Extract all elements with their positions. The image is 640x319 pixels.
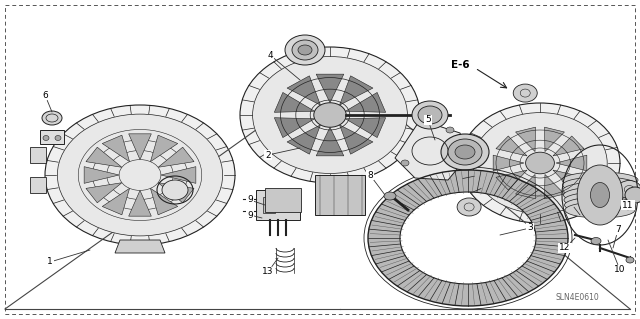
Ellipse shape	[563, 177, 637, 193]
Polygon shape	[340, 76, 373, 105]
Text: 5: 5	[425, 115, 435, 140]
Polygon shape	[86, 147, 122, 167]
Polygon shape	[129, 190, 151, 216]
Bar	[265, 188, 301, 212]
Polygon shape	[275, 118, 315, 137]
Ellipse shape	[626, 257, 634, 263]
Ellipse shape	[45, 105, 235, 245]
Text: 9: 9	[247, 196, 265, 205]
Text: SLN4E0610: SLN4E0610	[555, 293, 599, 302]
Ellipse shape	[577, 165, 623, 225]
Ellipse shape	[58, 114, 223, 236]
Polygon shape	[545, 127, 564, 152]
Polygon shape	[516, 174, 536, 199]
Ellipse shape	[253, 56, 408, 174]
Ellipse shape	[412, 101, 448, 129]
Bar	[315, 175, 365, 215]
Ellipse shape	[525, 152, 554, 174]
Bar	[30, 147, 46, 163]
Ellipse shape	[565, 202, 635, 218]
Polygon shape	[275, 93, 315, 112]
Polygon shape	[346, 93, 386, 112]
Text: E-6: E-6	[451, 60, 469, 70]
Polygon shape	[150, 135, 178, 162]
Ellipse shape	[513, 84, 537, 102]
Text: 12: 12	[559, 238, 575, 253]
Polygon shape	[84, 167, 119, 183]
Text: 1: 1	[47, 250, 90, 266]
Text: 2: 2	[265, 148, 300, 160]
Bar	[263, 197, 275, 213]
Polygon shape	[129, 134, 151, 160]
Ellipse shape	[564, 197, 636, 213]
Ellipse shape	[563, 182, 637, 198]
Ellipse shape	[564, 192, 636, 208]
Ellipse shape	[43, 136, 49, 140]
Text: 8: 8	[367, 170, 385, 195]
Polygon shape	[158, 183, 194, 203]
Polygon shape	[115, 240, 165, 253]
Text: 6: 6	[42, 91, 52, 112]
Ellipse shape	[563, 187, 637, 203]
Ellipse shape	[454, 155, 462, 161]
Ellipse shape	[617, 181, 640, 198]
Ellipse shape	[562, 172, 638, 188]
Polygon shape	[493, 155, 524, 171]
Ellipse shape	[292, 40, 318, 60]
Ellipse shape	[591, 182, 609, 207]
Ellipse shape	[285, 35, 325, 65]
Ellipse shape	[625, 187, 640, 203]
Polygon shape	[86, 183, 122, 203]
Ellipse shape	[55, 136, 61, 140]
Polygon shape	[150, 188, 178, 215]
Ellipse shape	[448, 139, 482, 165]
Polygon shape	[346, 118, 386, 137]
Ellipse shape	[298, 45, 312, 55]
Ellipse shape	[441, 134, 489, 170]
Polygon shape	[102, 188, 129, 215]
Ellipse shape	[162, 180, 188, 200]
Polygon shape	[161, 167, 196, 183]
Text: 10: 10	[608, 240, 626, 275]
Ellipse shape	[42, 111, 62, 125]
Text: 9: 9	[247, 211, 262, 219]
Text: 3: 3	[500, 224, 533, 235]
Ellipse shape	[460, 103, 620, 223]
Ellipse shape	[418, 106, 442, 124]
Polygon shape	[158, 147, 194, 167]
Polygon shape	[395, 120, 468, 180]
Polygon shape	[287, 125, 321, 154]
Text: 11: 11	[622, 201, 634, 210]
Ellipse shape	[591, 238, 601, 244]
Bar	[256, 190, 300, 220]
Bar	[30, 177, 46, 193]
Ellipse shape	[384, 192, 396, 200]
Text: 13: 13	[262, 258, 278, 277]
Ellipse shape	[457, 198, 481, 216]
PathPatch shape	[368, 170, 568, 306]
Polygon shape	[316, 127, 344, 156]
Ellipse shape	[314, 103, 346, 127]
Ellipse shape	[401, 160, 409, 166]
Polygon shape	[553, 136, 584, 156]
Polygon shape	[516, 127, 536, 152]
Bar	[40, 130, 64, 144]
Polygon shape	[340, 125, 373, 154]
Ellipse shape	[240, 47, 420, 183]
Polygon shape	[287, 76, 321, 105]
Polygon shape	[545, 174, 564, 199]
Text: 4: 4	[267, 50, 300, 80]
Ellipse shape	[473, 113, 607, 213]
Polygon shape	[102, 135, 129, 162]
Polygon shape	[316, 74, 344, 103]
Polygon shape	[553, 170, 584, 190]
Ellipse shape	[455, 145, 475, 159]
Polygon shape	[556, 155, 587, 171]
Ellipse shape	[446, 127, 454, 133]
Text: 7: 7	[613, 226, 621, 248]
Polygon shape	[496, 136, 527, 156]
Polygon shape	[496, 170, 527, 190]
